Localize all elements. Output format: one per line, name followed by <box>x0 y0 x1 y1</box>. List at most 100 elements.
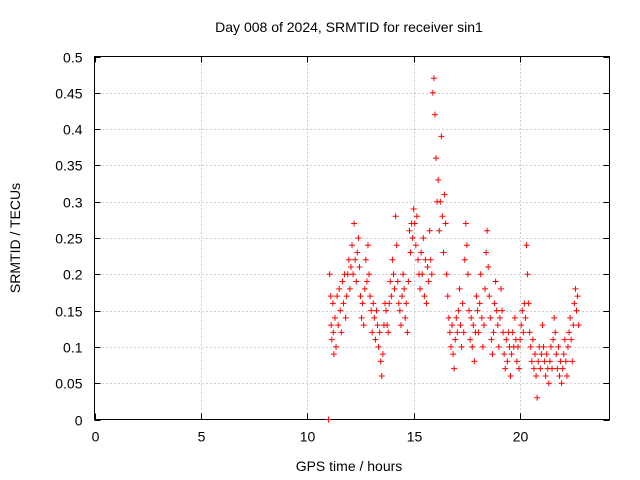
data-point <box>539 322 546 329</box>
data-point <box>573 307 580 314</box>
data-point <box>455 307 462 314</box>
data-point <box>367 293 374 300</box>
data-point <box>490 329 497 336</box>
data-point <box>330 329 337 336</box>
data-point <box>559 365 566 372</box>
data-point <box>543 351 550 358</box>
data-point <box>421 293 428 300</box>
data-point <box>537 365 544 372</box>
data-point <box>479 343 486 350</box>
data-point <box>519 307 526 314</box>
data-point <box>530 365 537 372</box>
data-point <box>327 293 334 300</box>
data-point <box>358 314 365 321</box>
data-point <box>514 343 521 350</box>
data-point <box>504 358 511 365</box>
y-tick-label: 0.1 <box>63 340 83 356</box>
data-point <box>374 322 381 329</box>
data-point <box>399 293 406 300</box>
data-point <box>478 314 485 321</box>
data-point <box>337 307 344 314</box>
data-point <box>328 336 335 343</box>
data-point <box>333 343 340 350</box>
data-point <box>485 264 492 271</box>
data-point <box>400 271 407 278</box>
data-point <box>567 314 574 321</box>
data-point <box>403 300 410 307</box>
data-point <box>488 336 495 343</box>
data-point <box>568 336 575 343</box>
data-point <box>366 271 373 278</box>
data-point <box>339 278 346 285</box>
data-point <box>414 256 421 263</box>
x-tick-label: 10 <box>300 429 316 445</box>
data-point <box>474 307 481 314</box>
data-point <box>458 343 465 350</box>
data-point <box>388 293 395 300</box>
data-point <box>364 242 371 249</box>
data-point <box>517 336 524 343</box>
data-point <box>362 256 369 263</box>
data-point <box>565 343 572 350</box>
data-point <box>561 336 568 343</box>
data-point <box>556 372 563 379</box>
data-point <box>393 242 400 249</box>
x-axis-title: GPS time / hours <box>296 458 403 474</box>
data-point <box>553 351 560 358</box>
data-point <box>423 300 430 307</box>
data-point <box>446 329 453 336</box>
data-point <box>497 285 504 292</box>
data-point <box>331 314 338 321</box>
data-point <box>445 314 452 321</box>
data-point <box>492 278 499 285</box>
data-point <box>575 322 582 329</box>
data-point <box>379 351 386 358</box>
data-point <box>526 329 533 336</box>
data-point <box>483 249 490 256</box>
data-point <box>499 307 506 314</box>
data-point <box>532 351 539 358</box>
data-point <box>431 111 438 118</box>
data-point <box>466 307 473 314</box>
x-tick-label: 20 <box>513 429 529 445</box>
data-point <box>328 322 335 329</box>
data-point <box>450 351 457 358</box>
data-point <box>534 394 541 401</box>
y-tick-label: 0.05 <box>55 376 82 392</box>
data-point <box>351 220 358 227</box>
data-point <box>525 300 532 307</box>
data-point <box>336 285 343 292</box>
data-point <box>345 256 352 263</box>
data-point <box>329 300 336 307</box>
data-point <box>542 372 549 379</box>
data-point <box>359 300 366 307</box>
data-point <box>444 293 451 300</box>
data-point <box>541 358 548 365</box>
data-point <box>540 343 547 350</box>
data-point <box>496 314 503 321</box>
data-point <box>562 358 569 365</box>
data-point <box>554 365 561 372</box>
data-point <box>396 307 403 314</box>
data-point <box>353 278 360 285</box>
data-point <box>420 235 427 241</box>
data-point <box>563 372 570 379</box>
data-point <box>524 271 531 278</box>
data-point <box>461 256 468 263</box>
data-point <box>377 358 384 365</box>
data-point <box>454 329 461 336</box>
data-point <box>357 293 364 300</box>
data-point <box>545 380 552 387</box>
data-point <box>425 278 432 285</box>
data-point <box>549 365 556 372</box>
data-point <box>507 372 514 379</box>
data-point <box>501 351 508 358</box>
y-tick-label: 0.15 <box>55 304 82 320</box>
x-tick-label: 0 <box>92 429 100 445</box>
data-point <box>422 256 429 263</box>
data-point <box>509 329 516 336</box>
y-tick-label: 0.2 <box>63 267 83 283</box>
data-point <box>489 351 496 358</box>
data-point <box>482 285 489 292</box>
data-point <box>469 343 476 350</box>
